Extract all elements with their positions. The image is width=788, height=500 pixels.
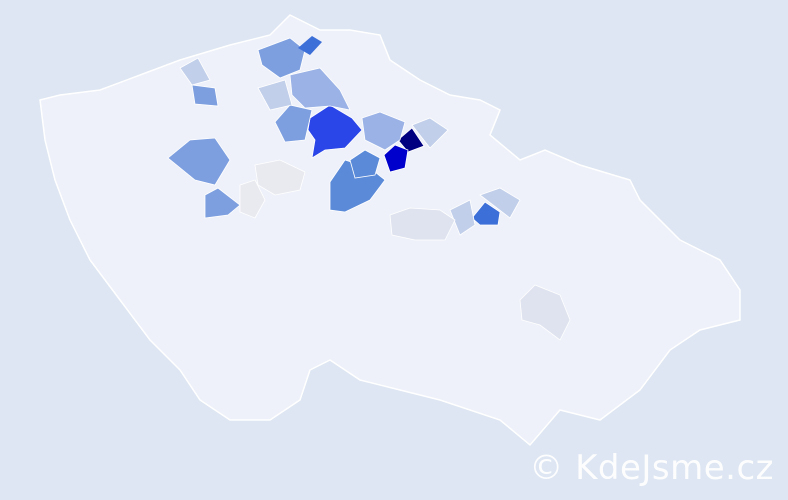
map-region: [411, 117, 449, 149]
map-region: [389, 207, 456, 241]
map-region: [179, 57, 211, 86]
map-region: [191, 84, 219, 107]
map-region: [449, 199, 476, 236]
map-region: [307, 104, 363, 159]
map-region: [397, 127, 425, 153]
map-region: [298, 36, 322, 55]
highlighted-regions: [167, 36, 571, 341]
watermark: © KdeJsme.cz: [529, 448, 774, 488]
map-region: [167, 137, 231, 186]
map-region: [257, 79, 293, 111]
map-region: [289, 67, 351, 111]
map-region: [471, 201, 501, 226]
country-outline: [39, 14, 741, 447]
map-region: [349, 149, 381, 179]
map-region: [383, 144, 409, 173]
map-region: [239, 179, 266, 219]
map-region: [361, 111, 406, 151]
map-region: [257, 37, 306, 79]
map-region: [479, 187, 521, 219]
map-region: [204, 187, 241, 219]
map-region: [254, 159, 306, 196]
map-region: [519, 284, 571, 341]
map-region: [274, 104, 313, 143]
